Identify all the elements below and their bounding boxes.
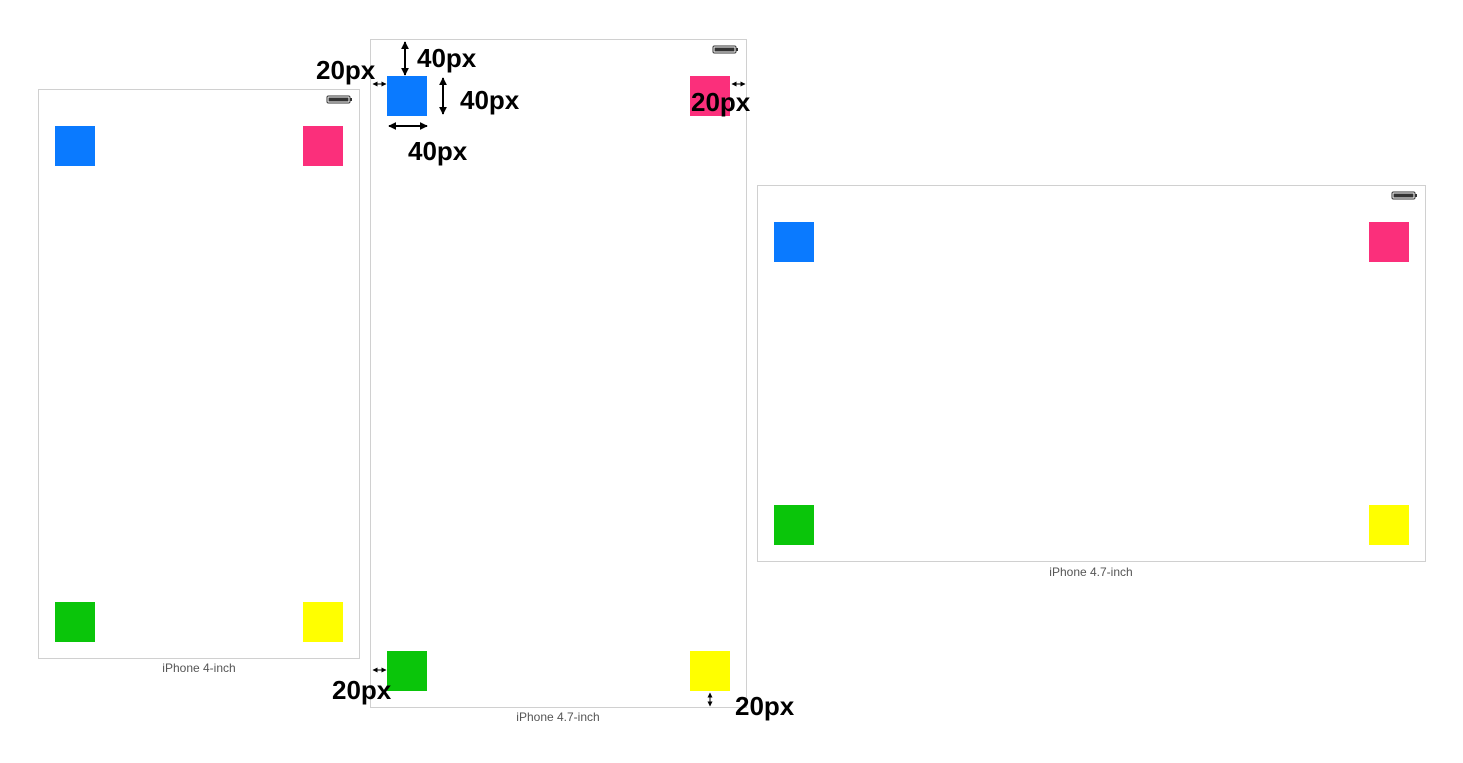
device-label: iPhone 4.7-inch <box>1049 565 1132 579</box>
device-4-7-inch-landscape: iPhone 4.7-inch <box>757 185 1426 579</box>
yellow-square <box>690 651 730 691</box>
screen <box>38 89 360 659</box>
green-square <box>774 505 814 545</box>
green-square <box>387 651 427 691</box>
annotation: 40px <box>408 136 468 166</box>
screen <box>757 185 1426 562</box>
annotation: 20px <box>735 691 795 721</box>
yellow-square <box>303 602 343 642</box>
device-4-inch: iPhone 4-inch <box>38 89 360 675</box>
annotation-arrows <box>372 41 746 707</box>
device-4-7-inch-portrait: iPhone 4.7-inch <box>370 39 747 724</box>
blue-square <box>55 126 95 166</box>
annotation: 20px <box>332 675 392 705</box>
annotations: 20px 40px 40px 40px 20px 20px 20px <box>316 43 795 721</box>
green-square <box>55 602 95 642</box>
annotation: 20px <box>316 55 376 85</box>
screen <box>370 39 747 708</box>
annotation: 40px <box>460 85 520 115</box>
annotation: 20px <box>691 87 751 117</box>
yellow-square <box>1369 505 1409 545</box>
blue-square <box>774 222 814 262</box>
pink-square <box>690 76 730 116</box>
blue-square <box>387 76 427 116</box>
annotation: 40px <box>417 43 477 73</box>
pink-square <box>1369 222 1409 262</box>
device-label: iPhone 4.7-inch <box>516 710 599 724</box>
device-label: iPhone 4-inch <box>162 661 235 675</box>
pink-square <box>303 126 343 166</box>
